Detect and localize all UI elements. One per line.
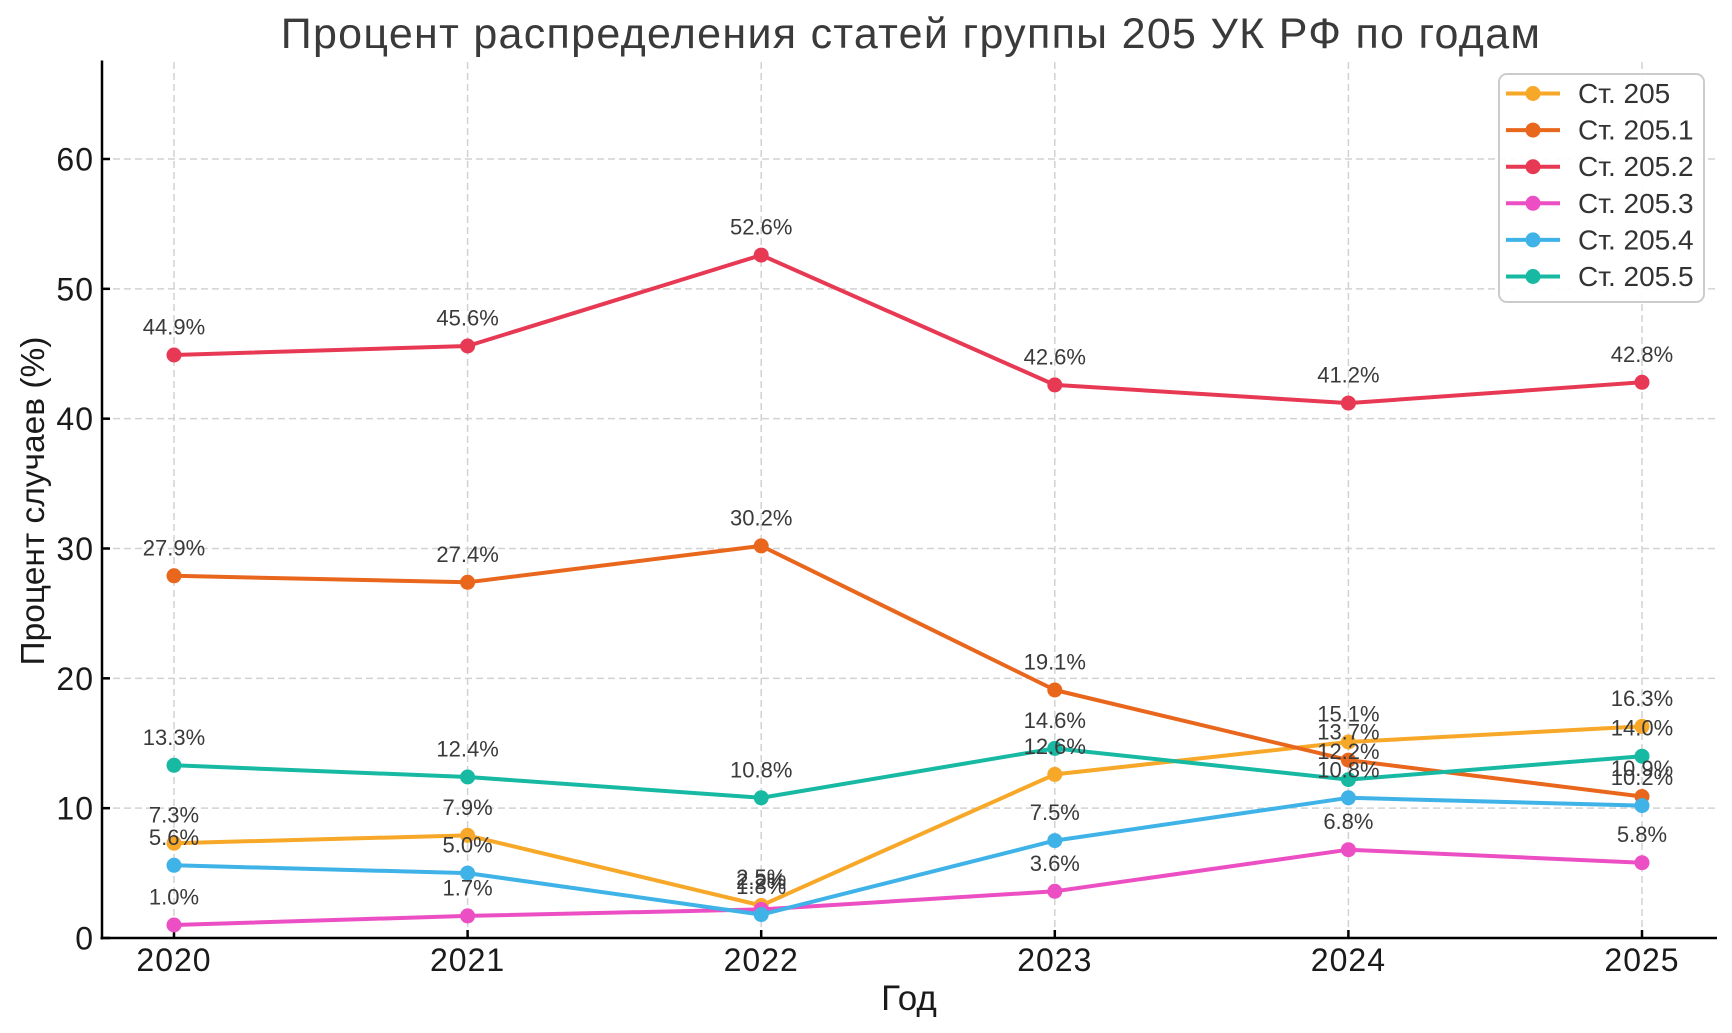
svg-text:45.6%: 45.6%: [436, 306, 498, 331]
svg-text:10.8%: 10.8%: [1317, 757, 1379, 782]
svg-text:13.3%: 13.3%: [143, 725, 205, 750]
svg-text:3.6%: 3.6%: [1030, 851, 1080, 876]
svg-text:1.7%: 1.7%: [443, 875, 493, 900]
svg-text:14.0%: 14.0%: [1611, 716, 1673, 741]
svg-text:7.5%: 7.5%: [1030, 800, 1080, 825]
svg-text:Ст. 205.5: Ст. 205.5: [1578, 261, 1694, 292]
svg-text:12.2%: 12.2%: [1317, 739, 1379, 764]
svg-text:2.5%: 2.5%: [736, 865, 786, 890]
svg-text:Ст. 205.2: Ст. 205.2: [1578, 151, 1694, 182]
svg-text:Год: Год: [881, 979, 937, 1018]
svg-text:27.9%: 27.9%: [143, 535, 205, 560]
svg-text:27.4%: 27.4%: [436, 542, 498, 567]
svg-text:0: 0: [75, 921, 94, 957]
svg-text:50: 50: [56, 271, 94, 307]
svg-text:13.7%: 13.7%: [1317, 720, 1379, 745]
svg-text:19.1%: 19.1%: [1024, 650, 1086, 675]
svg-text:Процент случаев (%): Процент случаев (%): [15, 337, 52, 666]
svg-text:60: 60: [56, 142, 94, 178]
svg-text:7.3%: 7.3%: [149, 803, 199, 828]
svg-text:12.4%: 12.4%: [436, 737, 498, 762]
svg-text:41.2%: 41.2%: [1317, 363, 1379, 388]
svg-text:10: 10: [56, 791, 94, 827]
svg-text:10.8%: 10.8%: [730, 757, 792, 782]
svg-text:5.0%: 5.0%: [443, 833, 493, 858]
svg-text:2.2%: 2.2%: [736, 869, 786, 894]
svg-text:44.9%: 44.9%: [143, 315, 205, 340]
svg-text:20: 20: [56, 661, 94, 697]
svg-text:10.9%: 10.9%: [1611, 756, 1673, 781]
svg-text:2022: 2022: [724, 942, 799, 978]
svg-text:40: 40: [56, 401, 94, 437]
svg-text:1.8%: 1.8%: [736, 874, 786, 899]
svg-text:14.6%: 14.6%: [1024, 708, 1086, 733]
svg-text:30: 30: [56, 531, 94, 567]
svg-text:52.6%: 52.6%: [730, 215, 792, 240]
svg-text:15.1%: 15.1%: [1317, 702, 1379, 727]
svg-text:5.8%: 5.8%: [1617, 822, 1667, 847]
svg-text:12.6%: 12.6%: [1024, 734, 1086, 759]
svg-text:2023: 2023: [1017, 942, 1092, 978]
svg-text:42.6%: 42.6%: [1024, 344, 1086, 369]
svg-text:Ст. 205: Ст. 205: [1578, 78, 1670, 109]
svg-text:42.8%: 42.8%: [1611, 342, 1673, 367]
svg-text:1.0%: 1.0%: [149, 885, 199, 910]
svg-text:Ст. 205.3: Ст. 205.3: [1578, 188, 1694, 219]
svg-text:10.2%: 10.2%: [1611, 765, 1673, 790]
svg-text:5.6%: 5.6%: [149, 825, 199, 850]
svg-text:2025: 2025: [1604, 942, 1679, 978]
svg-text:Процент распределения статей г: Процент распределения статей группы 205 …: [281, 10, 1542, 58]
svg-text:16.3%: 16.3%: [1611, 686, 1673, 711]
svg-text:Ст. 205.4: Ст. 205.4: [1578, 224, 1694, 255]
svg-text:2024: 2024: [1311, 942, 1386, 978]
svg-text:6.8%: 6.8%: [1323, 809, 1373, 834]
svg-text:7.9%: 7.9%: [443, 795, 493, 820]
svg-text:30.2%: 30.2%: [730, 505, 792, 530]
svg-text:Ст. 205.1: Ст. 205.1: [1578, 115, 1694, 146]
svg-text:2021: 2021: [430, 942, 505, 978]
svg-text:2020: 2020: [136, 942, 211, 978]
